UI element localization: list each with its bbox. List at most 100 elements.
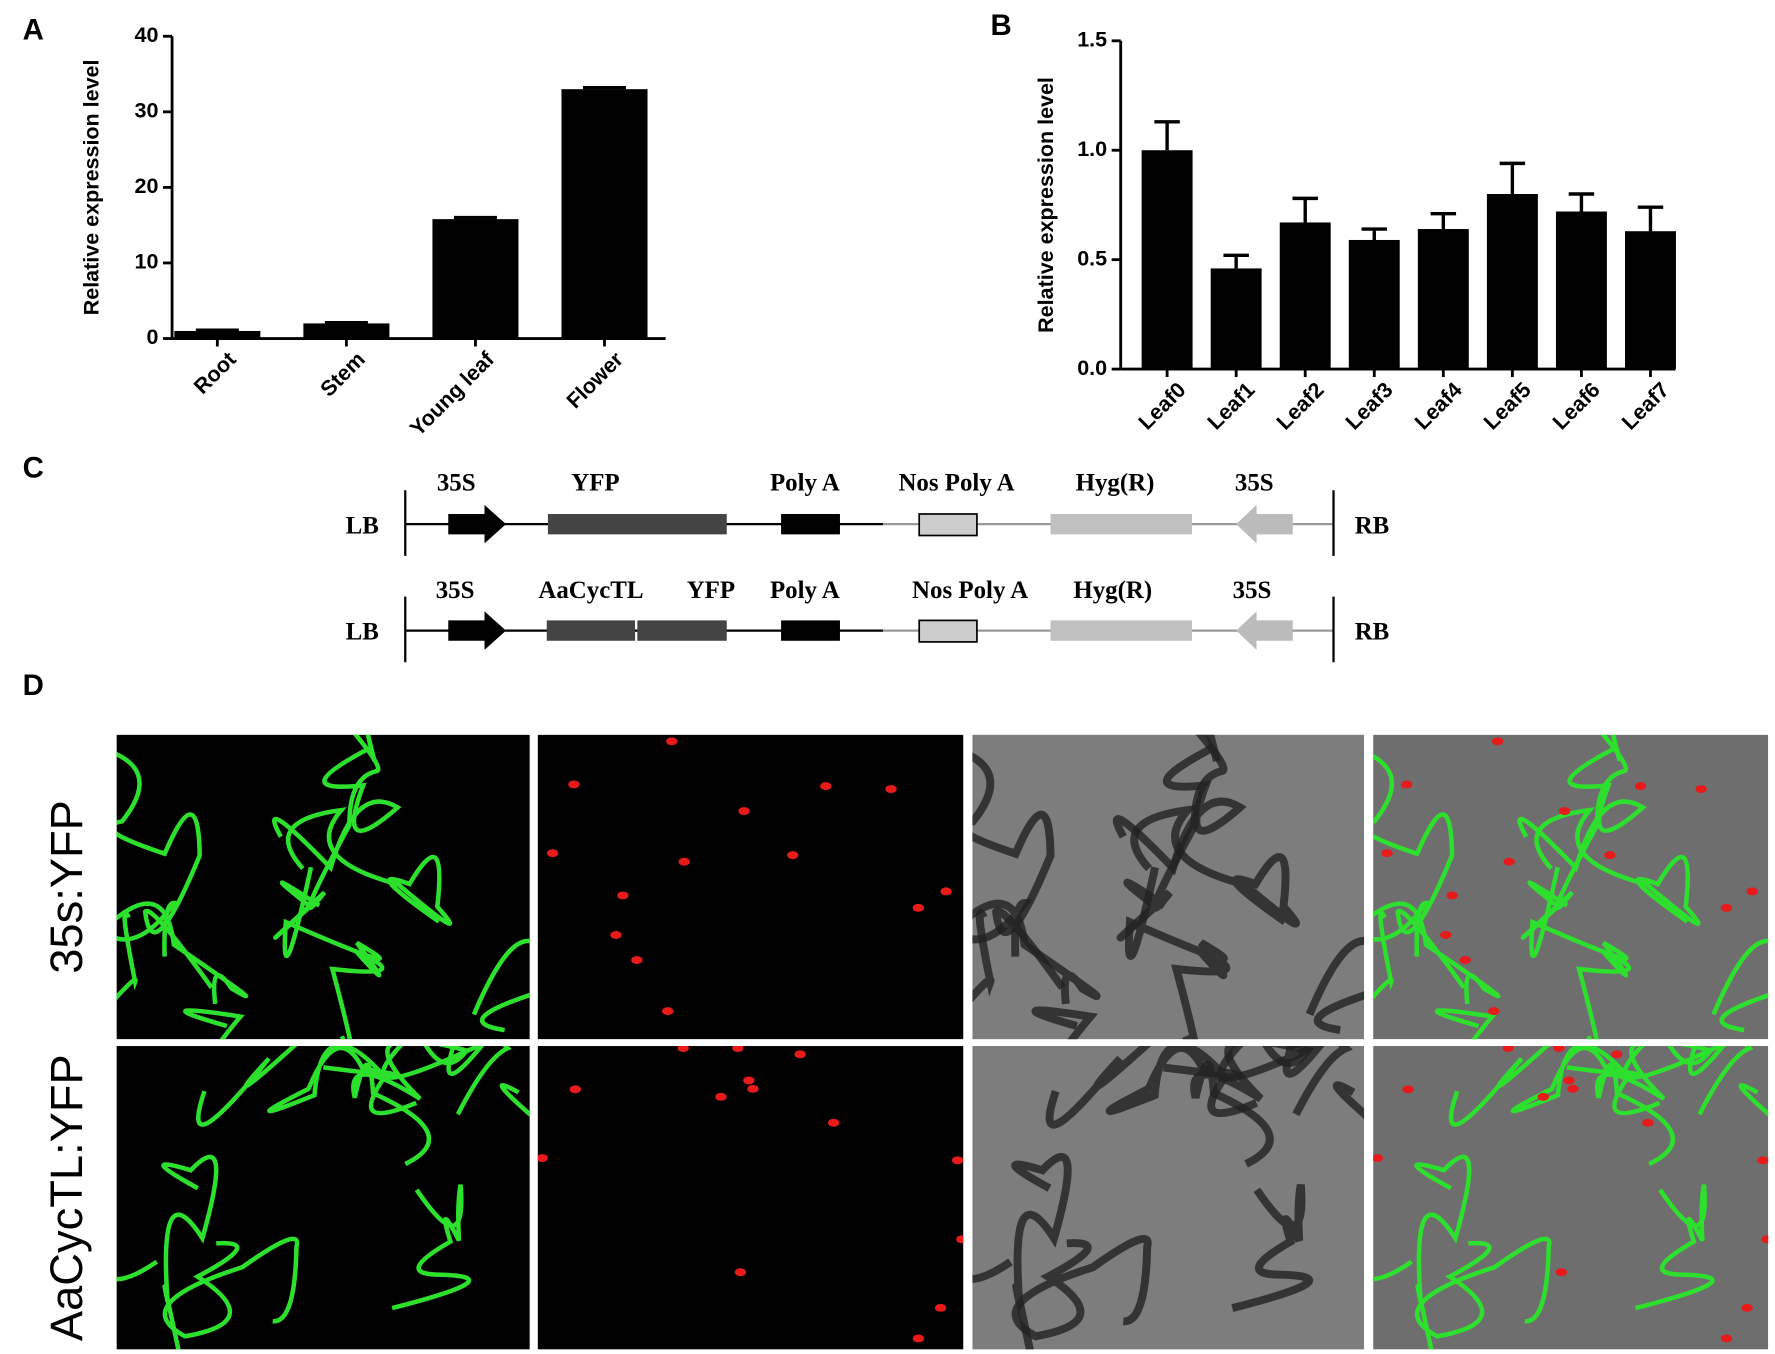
element-label: Nos Poly A	[898, 469, 1014, 496]
chloroplast	[1440, 931, 1452, 939]
element-label: Hyg(R)	[1073, 577, 1152, 604]
micrograph-content	[1373, 1046, 1769, 1350]
cell-wall-yfp	[183, 1008, 245, 1040]
bar	[1348, 239, 1400, 370]
bar	[1486, 194, 1538, 370]
micrograph	[972, 734, 1365, 1040]
error-bar	[1361, 227, 1388, 240]
polya-block	[781, 620, 840, 641]
y-tick-label: 20	[135, 174, 159, 198]
row-label: AaCycTL:YFP	[41, 1054, 92, 1341]
chloroplast	[747, 1084, 759, 1093]
cell-wall-yfp	[1622, 1046, 1754, 1116]
cell-wall-yfp	[391, 1184, 472, 1311]
element-label: Poly A	[770, 469, 840, 496]
element-label: Hyg(R)	[1076, 469, 1155, 496]
chloroplast	[1611, 1050, 1623, 1059]
cell-wall-yfp	[273, 734, 381, 940]
border-label: LB	[346, 512, 379, 539]
bar	[1279, 222, 1331, 370]
y-axis-label: Relative expression level	[79, 60, 103, 316]
cell-wall-yfp	[1414, 1154, 1472, 1350]
gene-block	[547, 513, 727, 535]
chloroplast	[827, 1118, 840, 1127]
micrograph-content	[537, 734, 964, 1040]
border-label: LB	[346, 619, 379, 646]
cell-wall-yfp	[381, 1046, 512, 1116]
cell-wall	[1031, 1006, 1099, 1040]
chloroplast	[734, 1268, 747, 1277]
cell-wall-yfp	[1373, 753, 1466, 989]
cell-wall	[972, 752, 1066, 990]
error-bar	[1292, 196, 1318, 223]
cell-wall-yfp	[1373, 900, 1501, 1005]
chloroplast	[1488, 1007, 1500, 1016]
bar	[1555, 211, 1607, 370]
cell-wall-yfp	[1595, 1046, 1715, 1167]
micrograph	[1373, 734, 1769, 1040]
cell-wall	[1305, 937, 1365, 1034]
chloroplast	[951, 1156, 964, 1165]
chloroplast	[940, 887, 952, 896]
cell-wall-yfp	[1520, 734, 1628, 940]
y-tick-label: 1.5	[1077, 27, 1107, 51]
chloroplast	[677, 1046, 689, 1053]
chloroplast	[912, 903, 924, 912]
panel-label: C	[23, 452, 44, 485]
row-label: 35s:YFP	[41, 800, 92, 974]
micrograph-content	[1373, 734, 1769, 1040]
chloroplast	[1604, 851, 1616, 860]
panel-label: D	[23, 669, 44, 702]
chloroplast	[1757, 1156, 1769, 1165]
bar	[303, 323, 390, 339]
cell-wall-yfp	[1373, 910, 1394, 1000]
chloroplast	[1503, 857, 1515, 866]
cell-wall-yfp	[162, 1236, 300, 1339]
hyg-block	[1050, 620, 1193, 641]
chloroplast	[662, 1007, 674, 1016]
chloroplast	[732, 1046, 744, 1052]
chloroplast	[1401, 780, 1413, 789]
chloroplast	[794, 1050, 806, 1059]
error-bar	[1499, 161, 1526, 195]
bar	[1417, 229, 1469, 370]
bar	[561, 89, 648, 339]
cell-wall-yfp	[161, 1154, 219, 1350]
error-bar	[1154, 120, 1180, 151]
element-label: YFP	[571, 469, 619, 496]
element-label: 35S	[436, 577, 475, 604]
chloroplast	[1402, 1085, 1414, 1094]
cell-wall-yfp	[272, 734, 402, 873]
error-bar	[1568, 192, 1595, 212]
cell-wall	[1112, 734, 1247, 876]
error-bar	[453, 215, 497, 220]
chloroplast	[547, 849, 559, 858]
cell-wall-yfp	[1517, 734, 1647, 873]
chloroplast	[1446, 891, 1458, 900]
cell-wall-yfp	[1448, 1046, 1551, 1127]
micrograph	[537, 1046, 964, 1350]
gene-block	[637, 620, 727, 641]
chloroplast	[1459, 956, 1471, 965]
y-tick-label: 30	[135, 99, 159, 123]
error-bar	[195, 328, 239, 332]
bar	[1625, 231, 1676, 370]
cell-wall-yfp	[116, 751, 214, 989]
nos-block	[918, 619, 978, 643]
error-bar	[324, 320, 368, 325]
cell-wall-yfp	[1634, 1184, 1715, 1311]
chloroplast	[1720, 903, 1733, 912]
chloroplast	[1537, 1092, 1549, 1101]
micrograph-content	[116, 734, 530, 1040]
cell-wall-yfp	[285, 807, 453, 926]
chloroplast	[885, 785, 897, 794]
promoter-arrow	[448, 611, 507, 650]
cell-wall	[1011, 1153, 1072, 1350]
y-tick-label: 1.0	[1077, 137, 1107, 161]
chloroplast	[1634, 782, 1647, 791]
chloroplast	[1642, 1118, 1654, 1127]
y-tick-label: 0	[147, 325, 159, 349]
cell-wall	[1231, 1183, 1314, 1312]
element-label: 35S	[1235, 469, 1274, 496]
